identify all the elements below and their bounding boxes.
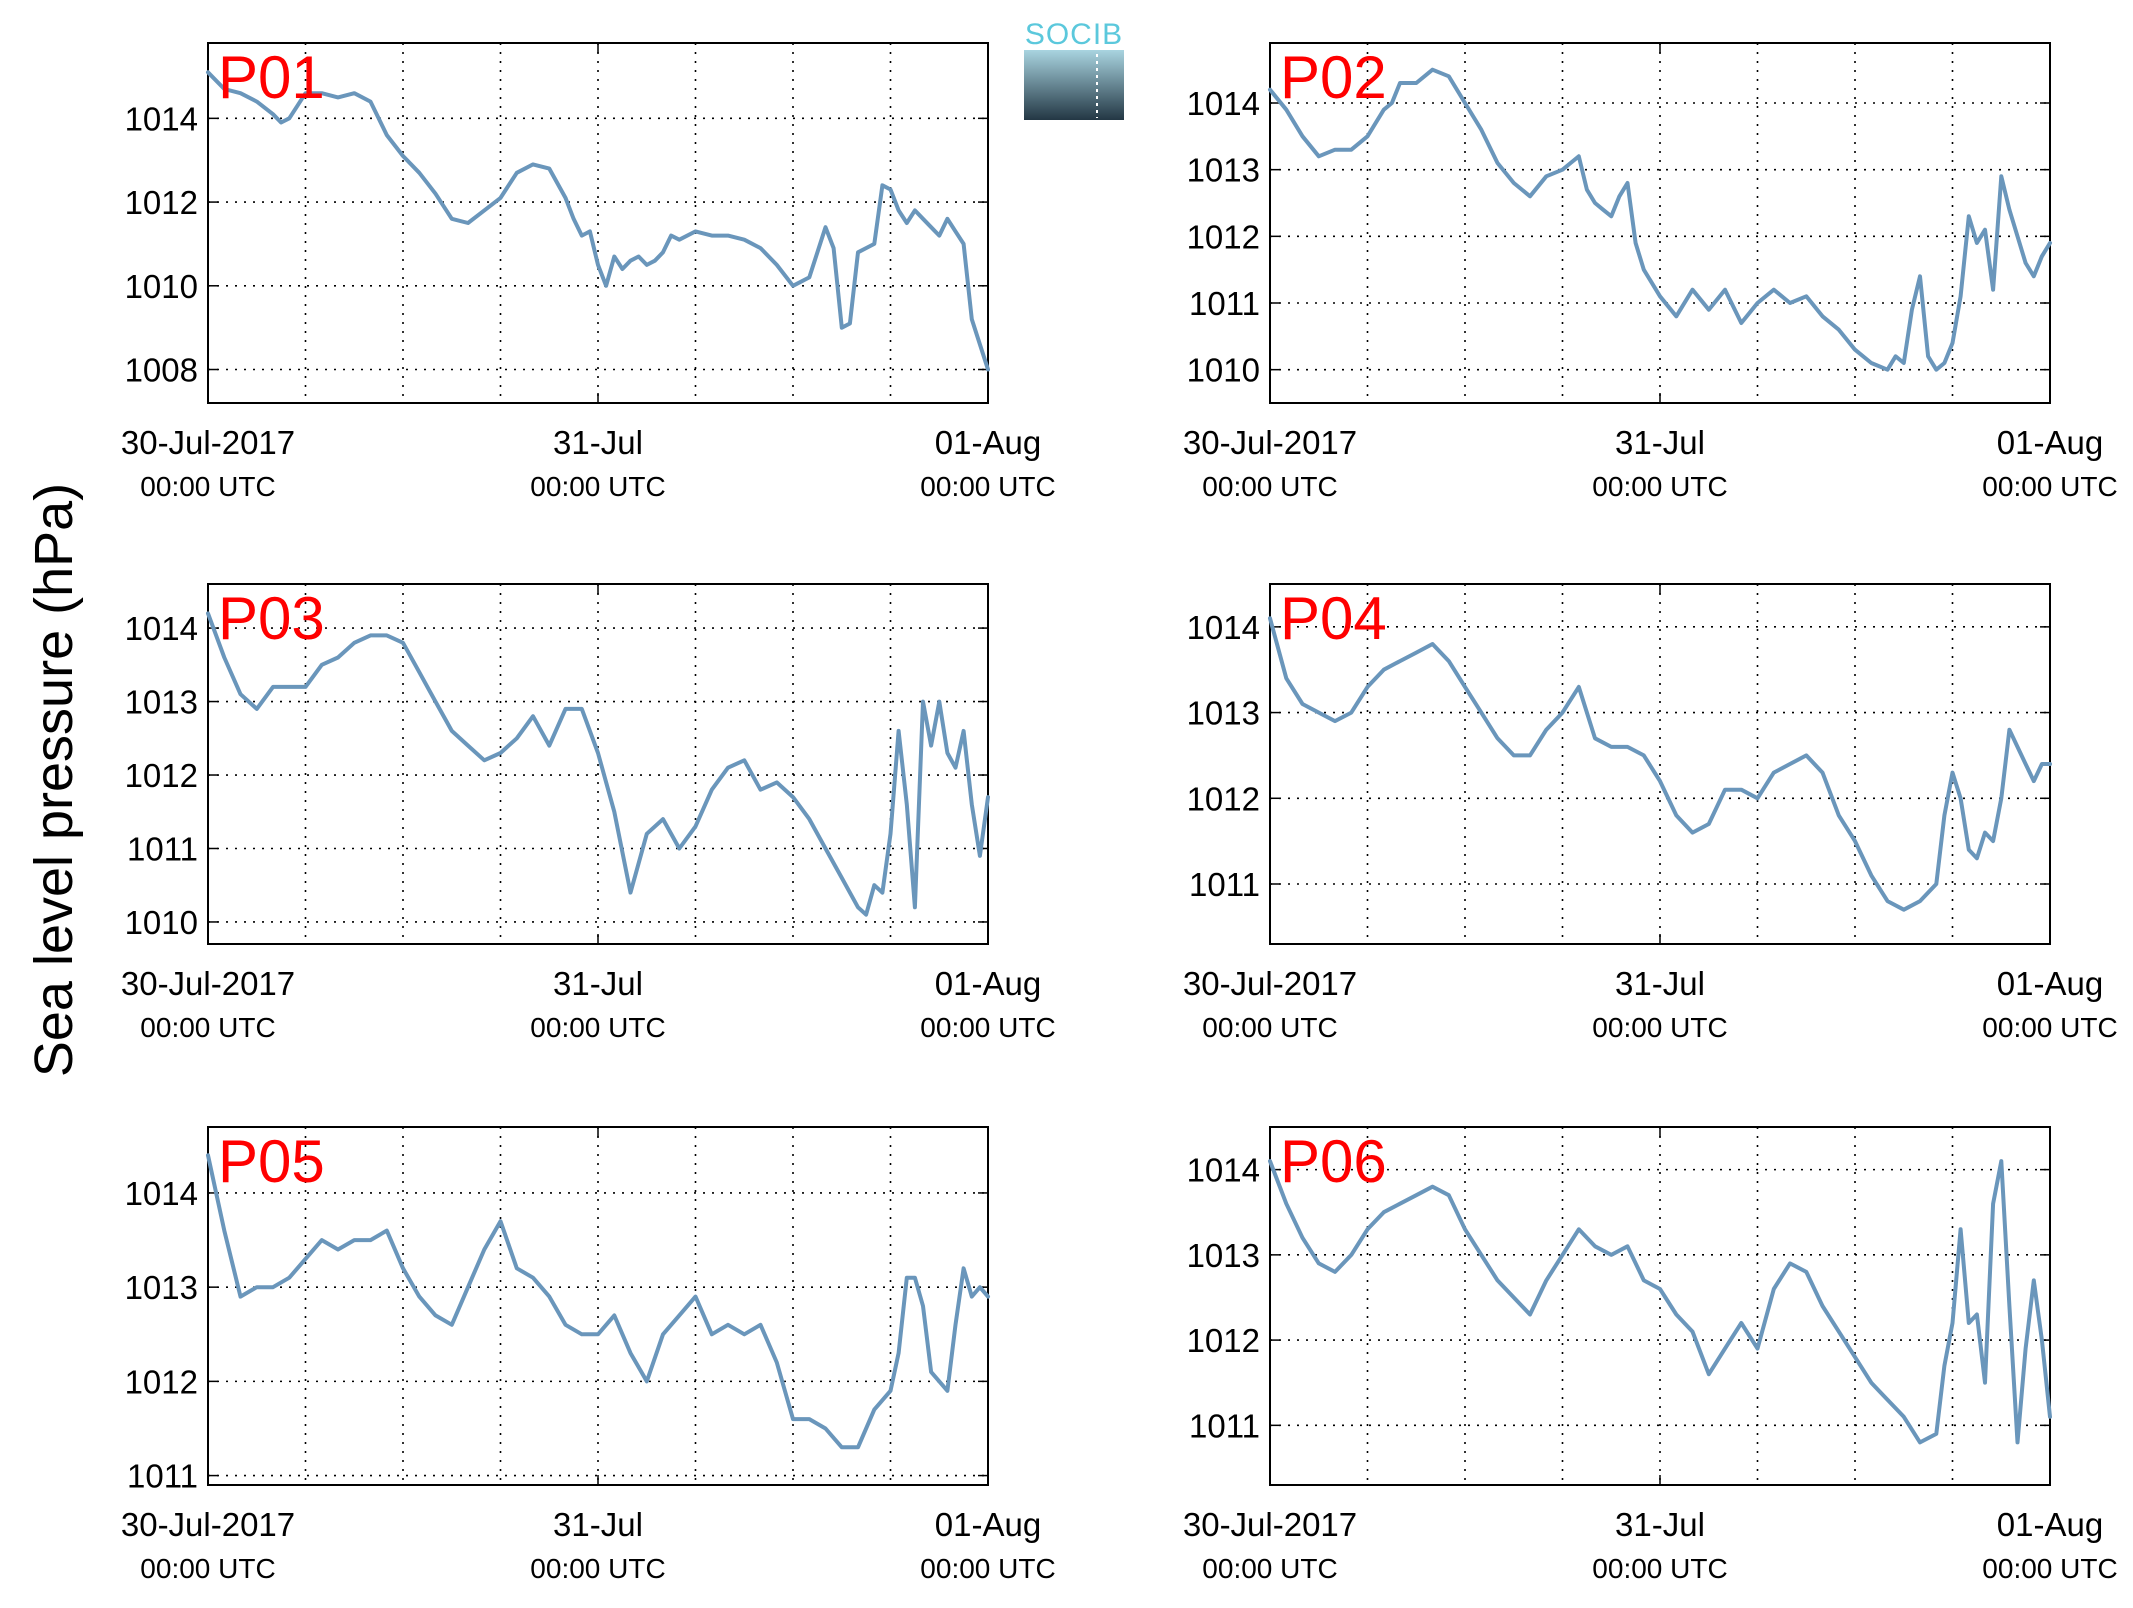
x-tick-sublabel: 00:00 UTC bbox=[530, 1012, 665, 1043]
y-tick-label: 1014 bbox=[125, 610, 198, 647]
x-tick-label: 31-Jul bbox=[1615, 424, 1705, 461]
y-tick-label: 1010 bbox=[1187, 352, 1260, 389]
axes-frame bbox=[207, 42, 989, 404]
x-tick-label: 30-Jul-2017 bbox=[1183, 1506, 1357, 1543]
y-tick-label: 1014 bbox=[125, 1175, 198, 1212]
y-tick-label: 1011 bbox=[1189, 866, 1260, 903]
x-tick-sublabel: 00:00 UTC bbox=[1982, 1553, 2117, 1584]
x-tick-label: 31-Jul bbox=[553, 965, 643, 1002]
panel-label: P06 bbox=[1280, 1128, 1387, 1195]
y-tick-label: 1011 bbox=[127, 830, 198, 867]
y-tick-label: 1012 bbox=[125, 1363, 198, 1400]
x-tick-label: 30-Jul-2017 bbox=[1183, 965, 1357, 1002]
series-line bbox=[206, 611, 990, 917]
axes-frame bbox=[207, 1126, 989, 1486]
y-tick-label: 1010 bbox=[125, 904, 198, 941]
panel-p01: 1008 1010 1012 1014 30-Jul-2017 00:00 UTC 31-J… bbox=[121, 42, 1056, 502]
x-tick-sublabel: 00:00 UTC bbox=[1982, 1012, 2117, 1043]
panel-p02: 1010 1011 1012 1013 1014 30-Jul-2017 00:00 UTC… bbox=[1183, 42, 2118, 502]
panel-label: P05 bbox=[218, 1128, 325, 1195]
x-tick-sublabel: 00:00 UTC bbox=[1982, 471, 2117, 502]
panel-p06: 1011 1012 1013 1014 30-Jul-2017 00:00 UTC 31-J… bbox=[1183, 1126, 2118, 1584]
x-tick-sublabel: 00:00 UTC bbox=[140, 471, 275, 502]
x-tick-label: 30-Jul-2017 bbox=[121, 424, 295, 461]
panel-p05: 1011 1012 1013 1014 30-Jul-2017 00:00 UTC 31-J… bbox=[121, 1126, 1056, 1584]
y-tick-label: 1011 bbox=[127, 1458, 198, 1495]
y-tick-label: 1008 bbox=[125, 352, 198, 389]
y-tick-label: 1014 bbox=[1187, 1152, 1260, 1189]
y-tick-label: 1010 bbox=[125, 268, 198, 305]
series-line bbox=[1268, 1159, 2052, 1445]
series-line bbox=[206, 1153, 990, 1450]
x-tick-sublabel: 00:00 UTC bbox=[1202, 471, 1337, 502]
x-tick-sublabel: 00:00 UTC bbox=[140, 1553, 275, 1584]
y-tick-label: 1013 bbox=[1187, 152, 1260, 189]
axes-frame bbox=[207, 583, 989, 945]
series-line bbox=[1268, 67, 2052, 372]
y-tick-label: 1013 bbox=[1187, 695, 1260, 732]
x-tick-label: 01-Aug bbox=[1997, 1506, 2103, 1543]
y-tick-label: 1013 bbox=[1187, 1237, 1260, 1274]
x-tick-sublabel: 00:00 UTC bbox=[920, 471, 1055, 502]
x-tick-sublabel: 00:00 UTC bbox=[1592, 471, 1727, 502]
panel-p03: 1010 1011 1012 1013 1014 30-Jul-2017 00:00 UTC… bbox=[121, 583, 1056, 1043]
x-tick-label: 30-Jul-2017 bbox=[121, 965, 295, 1002]
panel-label: P02 bbox=[1280, 44, 1387, 111]
y-tick-label: 1012 bbox=[125, 757, 198, 794]
panel-label: P01 bbox=[218, 44, 325, 111]
x-tick-label: 01-Aug bbox=[935, 1506, 1041, 1543]
x-tick-sublabel: 00:00 UTC bbox=[1202, 1012, 1337, 1043]
axes-frame bbox=[1269, 1126, 2051, 1486]
x-tick-sublabel: 00:00 UTC bbox=[920, 1553, 1055, 1584]
x-tick-sublabel: 00:00 UTC bbox=[1592, 1553, 1727, 1584]
x-tick-label: 01-Aug bbox=[1997, 965, 2103, 1002]
y-tick-label: 1011 bbox=[1189, 1407, 1260, 1444]
x-tick-sublabel: 00:00 UTC bbox=[530, 1553, 665, 1584]
x-tick-label: 01-Aug bbox=[935, 965, 1041, 1002]
x-tick-label: 31-Jul bbox=[553, 424, 643, 461]
x-tick-sublabel: 00:00 UTC bbox=[1592, 1012, 1727, 1043]
x-tick-label: 01-Aug bbox=[1997, 424, 2103, 461]
y-tick-label: 1013 bbox=[125, 684, 198, 721]
y-tick-label: 1012 bbox=[1187, 1322, 1260, 1359]
series-line bbox=[1268, 616, 2052, 912]
y-tick-label: 1012 bbox=[1187, 780, 1260, 817]
panel-p04: 1011 1012 1013 1014 30-Jul-2017 00:00 UTC 31-J… bbox=[1183, 583, 2118, 1043]
y-tick-label: 1014 bbox=[1187, 85, 1260, 122]
panel-label: P03 bbox=[218, 585, 325, 652]
socib-logo-text: SOCIB bbox=[1025, 18, 1123, 51]
y-tick-label: 1013 bbox=[125, 1269, 198, 1306]
y-tick-label: 1014 bbox=[125, 100, 198, 137]
x-tick-sublabel: 00:00 UTC bbox=[530, 471, 665, 502]
x-tick-sublabel: 00:00 UTC bbox=[140, 1012, 275, 1043]
y-tick-label: 1012 bbox=[1187, 218, 1260, 255]
x-tick-label: 30-Jul-2017 bbox=[1183, 424, 1357, 461]
axes-frame bbox=[1269, 42, 2051, 404]
x-tick-sublabel: 00:00 UTC bbox=[920, 1012, 1055, 1043]
x-tick-label: 31-Jul bbox=[553, 1506, 643, 1543]
x-tick-sublabel: 00:00 UTC bbox=[1202, 1553, 1337, 1584]
y-tick-label: 1011 bbox=[1189, 285, 1260, 322]
x-tick-label: 31-Jul bbox=[1615, 965, 1705, 1002]
x-tick-label: 30-Jul-2017 bbox=[121, 1506, 295, 1543]
y-tick-label: 1012 bbox=[125, 184, 198, 221]
x-tick-label: 01-Aug bbox=[935, 424, 1041, 461]
socib-logo: SOCIB bbox=[1024, 18, 1124, 120]
panel-label: P04 bbox=[1280, 585, 1387, 652]
series-line bbox=[206, 70, 990, 372]
y-tick-label: 1014 bbox=[1187, 609, 1260, 646]
y-axis-label: Sea level pressure (hPa) bbox=[24, 483, 84, 1077]
x-tick-label: 31-Jul bbox=[1615, 1506, 1705, 1543]
